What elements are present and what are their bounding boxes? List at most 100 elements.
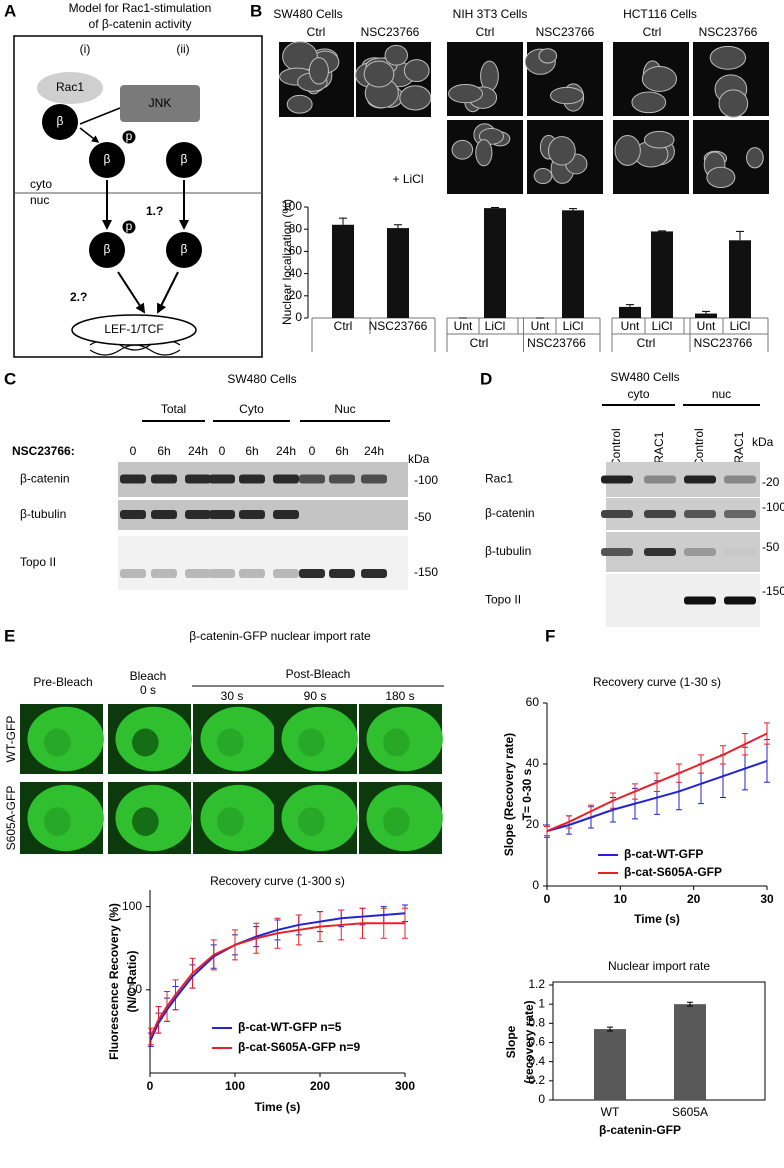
band [185,569,211,578]
bar [674,1004,706,1100]
band [239,510,265,519]
column-label: 0 s [140,683,156,697]
time-label: 6h [245,444,258,458]
nucleus [132,728,159,757]
jnk-label: JNK [149,96,172,110]
column-label: Post-Bleach [286,667,351,681]
column-label: Bleach [130,669,167,683]
x-tick-label: LiCl [652,319,673,333]
cell [614,135,641,166]
y-tick-label: 60 [289,244,303,258]
panel-label: B [250,1,262,20]
panel-label: D [480,369,492,388]
band [151,569,177,578]
series-line [149,912,406,1041]
group-label: Ctrl [470,336,489,350]
cell [384,44,409,66]
y-axis-label: Slope (Recovery rate) [502,733,516,856]
y-tick-label: 0.6 [528,1035,545,1049]
nucleus [298,807,325,836]
beta-node [42,104,78,140]
y-tick-label: 20 [526,817,540,831]
y-axis-label: Fluorescence Recovery (%) [107,903,121,1060]
band [209,474,235,484]
condition-label: Ctrl [307,25,326,39]
beta-label: β [57,114,64,128]
row-label: S605A-GFP [4,786,18,851]
y-axis-label: (N/C Ratio) [125,951,139,1013]
rac1-label: Rac1 [56,80,84,94]
marker-label: -20 [762,475,780,489]
bar [332,224,354,318]
cell [706,166,736,189]
chart-title: Recovery curve (1-300 s) [210,874,345,888]
fraction-label: nuc [712,387,731,401]
arrow [157,271,179,314]
bar [594,1029,626,1100]
band [684,510,716,518]
series-line [546,732,768,833]
x-tick-label: 20 [687,892,701,906]
cell [549,86,584,105]
band [329,569,355,578]
nucleus [383,807,410,836]
cell [746,147,764,169]
panel-a: A Model for Rac1-stimulation of β-cateni… [4,1,263,358]
band [209,510,235,519]
cell-line-label: NIH 3T3 Cells [453,7,528,21]
y-tick-label: 60 [526,695,540,709]
error-bar [687,1001,693,1007]
time-label: 0 [219,444,226,458]
path-label: (ii) [176,42,189,56]
y-tick-label: 20 [289,288,303,302]
x-tick-label: LiCl [563,319,584,333]
band [724,475,756,484]
marker-label: -100 [414,473,438,487]
bar [619,306,641,318]
band [185,510,211,519]
legend-label: β-cat-S605A-GFP [624,865,722,879]
x-tick-label: 300 [395,1079,415,1093]
band [644,548,676,556]
cell [363,60,395,88]
beta-label: β [181,152,188,166]
band [601,475,633,484]
blot-title: SW480 Cells [227,372,296,386]
error-bar [658,230,666,232]
band [724,510,756,518]
cell [533,168,553,185]
cell [718,89,749,118]
nucleus [383,728,410,757]
band [120,474,146,484]
x-tick-label: 100 [225,1079,245,1093]
arrow [79,107,121,125]
fraction-label: Cyto [239,402,264,416]
beta-label: β [181,242,188,256]
band [724,548,756,556]
cell [399,85,432,111]
cell-line-label: HCT116 Cells [623,7,697,21]
bar [484,208,506,318]
nucleus [298,728,325,757]
phospho [121,129,137,145]
y-tick-label: 100 [122,899,142,913]
cell [286,94,313,114]
x-tick-label: 0 [147,1079,154,1093]
cell [709,45,747,70]
band [299,569,325,578]
y-axis-label: Slope [504,1025,518,1058]
fraction-label: Nuc [334,402,355,416]
bar [729,240,751,318]
error-bar [491,207,499,209]
y-tick-label: 0 [295,310,302,324]
y-tick-label: 0.2 [528,1073,545,1087]
band [151,510,177,519]
x-tick-label: NSC23766 [369,319,428,333]
column-label: Pre-Bleach [33,675,92,689]
nucleus [132,807,159,836]
y-tick-label: 50 [129,982,143,996]
y-axis-label: (recovery rate) [522,1000,536,1083]
condition-label: NSC23766 [536,25,595,39]
y-tick-label: 100 [282,199,302,213]
legend-label: β-cat-WT-GFP n=5 [238,1020,342,1034]
